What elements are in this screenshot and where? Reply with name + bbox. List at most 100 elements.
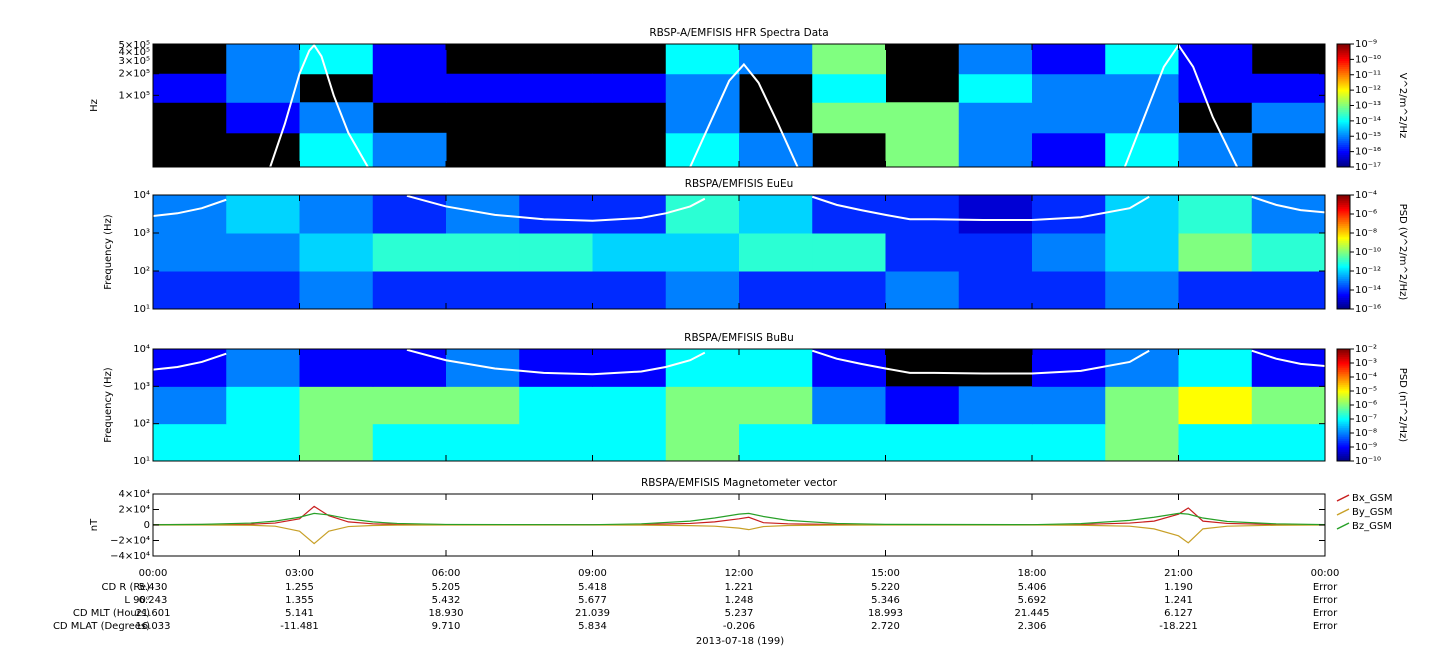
colorbar-slice [1337, 288, 1350, 291]
spectrogram-cell [958, 132, 1033, 167]
colorbar-slice [1337, 156, 1350, 160]
ephemeris-value: 5.237 [725, 608, 754, 619]
colorbar-slice [1337, 397, 1350, 400]
plasma-trace [153, 349, 1325, 376]
colorbar-slice [1337, 62, 1350, 65]
colorbar-slice [1337, 58, 1350, 61]
colorbar-tick-label: 10⁻¹⁰ [1355, 247, 1381, 258]
spectrogram-cell [1032, 44, 1106, 75]
colorbar-slice [1337, 433, 1350, 436]
colorbar-slice [1337, 74, 1350, 78]
colorbar-slice [1337, 227, 1350, 230]
colorbar-slice [1337, 66, 1350, 70]
plasma-trace [153, 195, 1325, 222]
ephemeris-value: 5.346 [871, 595, 900, 606]
spectrogram-cell [1178, 386, 1253, 425]
colorbar-slice [1337, 276, 1350, 280]
colorbar-label: PSD (nT^2/Hz) [1397, 368, 1408, 442]
ephemeris-value: 5.205 [432, 582, 461, 593]
ephemeris-value: 5.406 [1018, 582, 1047, 593]
colorbar-slice [1337, 64, 1350, 68]
spectrogram-cell [519, 349, 593, 387]
y-tick-label: 10¹ [133, 304, 150, 315]
legend-swatch [1336, 494, 1350, 502]
spectrogram-cell [226, 44, 300, 75]
colorbar-slice [1337, 93, 1350, 96]
spectrogram-cell [1105, 132, 1179, 167]
y-tick-label: 10⁴ [133, 344, 150, 355]
spectrogram-cell [1178, 73, 1253, 103]
spectrogram-cell [739, 44, 813, 75]
spectrogram-cell [885, 423, 960, 461]
spectrogram-cell [1032, 102, 1106, 134]
y-axis-label: Frequency (Hz) [103, 214, 114, 290]
colorbar-tick-label: 10⁻¹⁰ [1355, 54, 1381, 65]
colorbar-slice [1337, 354, 1350, 357]
colorbar-slice [1337, 225, 1350, 228]
colorbar-slice [1337, 140, 1350, 143]
colorbar-slice [1337, 257, 1350, 261]
y-axis-label: Frequency (Hz) [103, 367, 114, 443]
spectrogram-cell [592, 233, 667, 272]
colorbar-tick-label: 10⁻¹² [1355, 85, 1381, 96]
colorbar-slice [1337, 115, 1350, 119]
colorbar-slice [1337, 138, 1350, 141]
colorbar-slice [1337, 363, 1350, 367]
colorbar-slice [1337, 164, 1350, 168]
spectrogram-cell [1105, 423, 1179, 461]
panel-title: RBSP-A/EMFISIS HFR Spectra Data [649, 27, 828, 39]
panel-title: RBSPA/EMFISIS EuEu [685, 178, 794, 190]
colorbar-slice [1337, 423, 1350, 427]
colorbar-slice [1337, 214, 1350, 217]
legend-label: Bx_GSM [1352, 493, 1393, 504]
colorbar-slice [1337, 200, 1350, 204]
y-tick-label: 10¹ [133, 456, 150, 467]
colorbar-slice [1337, 121, 1350, 125]
ephemeris-value: Error [1313, 595, 1338, 606]
colorbar-slice [1337, 408, 1350, 412]
spectrogram-cell [153, 73, 227, 103]
y-axis-label: nT [89, 518, 100, 531]
colorbar-slice [1337, 78, 1350, 82]
spectrogram-cell [1251, 271, 1325, 309]
colorbar-tick-label: 10⁻¹² [1355, 266, 1381, 277]
ephemeris-value: 5.220 [871, 582, 900, 593]
colorbar-slice [1337, 89, 1350, 92]
spectrogram-cell [1105, 233, 1179, 272]
spectrogram-cell [1178, 271, 1253, 309]
ephemeris-value: 6.127 [1164, 608, 1193, 619]
spectrogram-cell [446, 271, 520, 309]
spectrogram-cell [1032, 386, 1106, 425]
y-tick-label: 2×10⁵ [119, 69, 150, 80]
y-tick-label: 4×10⁵ [119, 47, 150, 58]
colorbar-tick-label: 10⁻⁹ [1355, 39, 1377, 50]
colorbar-slice [1337, 299, 1350, 302]
colorbar-tick-label: 10⁻¹³ [1355, 101, 1381, 112]
colorbar-slice [1337, 425, 1350, 428]
colorbar-tick-label: 10⁻¹⁷ [1355, 162, 1381, 173]
colorbar-tick-label: 10⁻³ [1355, 358, 1377, 369]
ephemeris-value: 1.241 [1164, 595, 1193, 606]
spectrogram-cell [592, 349, 667, 387]
y-tick-label: 1×10⁵ [119, 90, 150, 101]
y-tick-label: 10² [133, 419, 150, 430]
y-tick-label: 0 [144, 520, 150, 531]
ephemeris-value: 1.355 [285, 595, 314, 606]
colorbar-slice [1337, 111, 1350, 115]
plot-area [153, 44, 1325, 167]
spectrogram-cell [1032, 233, 1106, 272]
colorbar-slice [1337, 255, 1350, 259]
spectrogram-cell [958, 233, 1033, 272]
ephemeris-value: 6.243 [139, 595, 168, 606]
colorbar-slice [1337, 132, 1350, 135]
spectrogram-cell [812, 102, 886, 134]
colorbar-slice [1337, 360, 1350, 363]
spectrogram-cell [226, 423, 300, 461]
colorbar-slice [1337, 202, 1350, 205]
spectrogram-cell [665, 349, 740, 387]
spectrogram-cell [665, 423, 740, 461]
colorbar-slice [1337, 54, 1350, 57]
spectrogram-cell [519, 386, 593, 425]
legend-swatch [1336, 522, 1350, 530]
spectrogram-cell [299, 102, 374, 134]
